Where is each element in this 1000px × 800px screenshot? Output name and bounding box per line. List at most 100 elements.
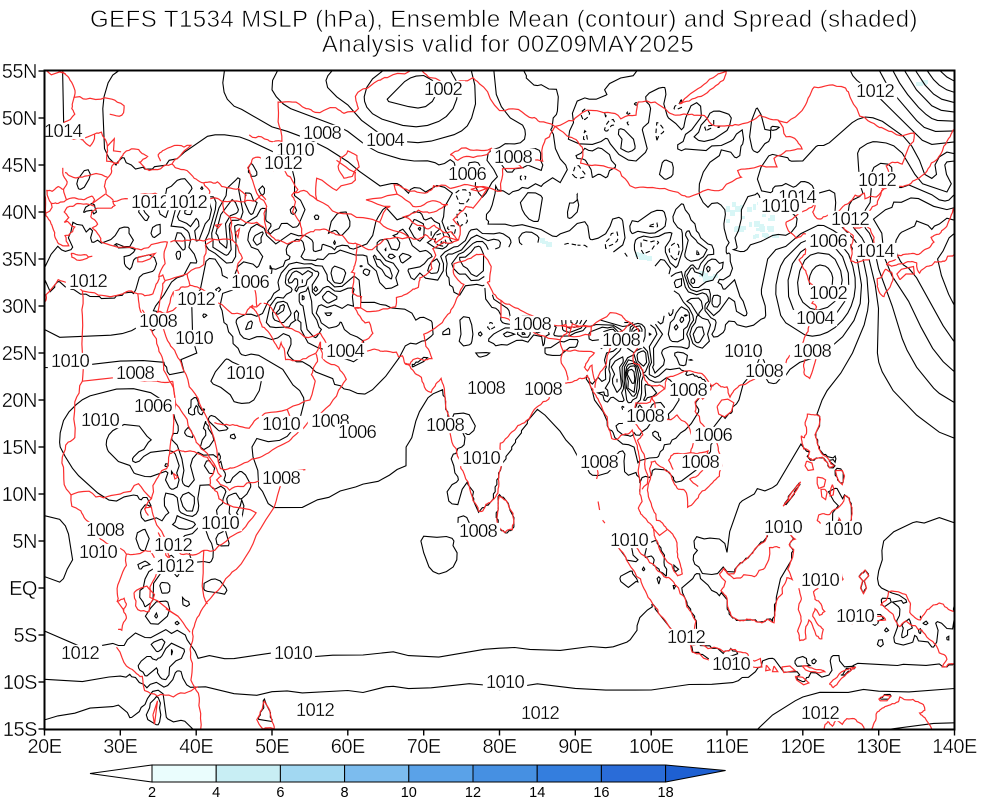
svg-text:14: 14: [529, 785, 545, 800]
svg-text:5S: 5S: [14, 625, 38, 647]
svg-text:1008: 1008: [116, 362, 154, 383]
svg-text:1008: 1008: [467, 377, 505, 398]
svg-text:16: 16: [593, 785, 609, 800]
svg-text:30E: 30E: [103, 736, 137, 758]
svg-text:1004: 1004: [326, 340, 364, 361]
svg-text:1010: 1010: [724, 340, 762, 361]
svg-text:1008: 1008: [626, 405, 664, 426]
svg-text:1012: 1012: [521, 702, 559, 723]
svg-text:EQ: EQ: [9, 578, 37, 600]
svg-text:5N: 5N: [12, 531, 37, 553]
svg-text:1010: 1010: [836, 605, 874, 626]
svg-text:18: 18: [658, 785, 674, 800]
svg-text:15N: 15N: [2, 437, 37, 459]
svg-text:1012: 1012: [831, 208, 869, 229]
svg-text:GEFS T1534 MSLP (hPa), Ensembl: GEFS T1534 MSLP (hPa), Ensemble Mean (co…: [90, 6, 918, 33]
svg-text:10: 10: [401, 785, 417, 800]
svg-text:12: 12: [465, 785, 481, 800]
svg-text:130E: 130E: [856, 736, 901, 758]
svg-text:1008: 1008: [139, 310, 177, 331]
svg-text:1006: 1006: [134, 395, 172, 416]
svg-text:90E: 90E: [558, 736, 592, 758]
svg-text:1008: 1008: [681, 451, 719, 472]
svg-text:1010: 1010: [201, 512, 239, 533]
svg-text:1004: 1004: [366, 129, 404, 150]
svg-text:1012: 1012: [296, 699, 334, 720]
svg-text:1010: 1010: [276, 139, 314, 160]
svg-text:35N: 35N: [2, 249, 37, 271]
svg-text:1010: 1010: [712, 653, 750, 674]
svg-text:1012: 1012: [856, 80, 894, 101]
svg-text:1010: 1010: [226, 362, 264, 383]
svg-text:20E: 20E: [27, 736, 61, 758]
svg-text:1004: 1004: [796, 307, 834, 328]
svg-text:1006: 1006: [338, 421, 376, 442]
svg-text:1008: 1008: [602, 329, 640, 350]
svg-text:1010: 1010: [801, 569, 839, 590]
svg-text:8: 8: [341, 785, 349, 800]
svg-text:1010: 1010: [761, 195, 799, 216]
svg-text:1008: 1008: [86, 519, 124, 540]
svg-text:1008: 1008: [580, 451, 618, 472]
svg-text:1014: 1014: [44, 120, 82, 141]
svg-text:1010: 1010: [79, 541, 117, 562]
svg-text:1010: 1010: [81, 409, 119, 430]
svg-text:1012: 1012: [61, 642, 99, 663]
svg-text:1006: 1006: [694, 424, 732, 445]
svg-text:1012: 1012: [154, 534, 192, 555]
svg-text:1012: 1012: [801, 702, 839, 723]
svg-text:20N: 20N: [2, 390, 37, 412]
svg-text:1002: 1002: [809, 282, 847, 303]
svg-text:1012: 1012: [156, 555, 194, 576]
svg-text:1008: 1008: [262, 467, 300, 488]
svg-text:120E: 120E: [780, 736, 825, 758]
svg-text:1008: 1008: [513, 313, 551, 334]
svg-text:1010: 1010: [51, 350, 89, 371]
svg-text:1014: 1014: [856, 240, 894, 261]
svg-text:40E: 40E: [179, 736, 213, 758]
svg-text:1008: 1008: [669, 379, 707, 400]
svg-text:1010: 1010: [764, 516, 802, 537]
svg-text:1008: 1008: [494, 146, 532, 167]
svg-text:10S: 10S: [3, 672, 37, 694]
svg-text:1012: 1012: [667, 626, 705, 647]
svg-text:60E: 60E: [331, 736, 365, 758]
svg-text:140E: 140E: [932, 736, 977, 758]
svg-text:15S: 15S: [3, 719, 37, 741]
svg-text:1006: 1006: [448, 163, 486, 184]
svg-text:25N: 25N: [2, 343, 37, 365]
svg-text:6: 6: [276, 785, 284, 800]
svg-text:1008: 1008: [793, 340, 831, 361]
svg-text:80E: 80E: [482, 736, 516, 758]
svg-text:1012: 1012: [69, 270, 107, 291]
svg-text:4: 4: [212, 785, 220, 800]
svg-text:30N: 30N: [2, 296, 37, 318]
svg-text:1010: 1010: [274, 642, 312, 663]
svg-text:110E: 110E: [705, 736, 748, 758]
svg-text:1010: 1010: [175, 327, 213, 348]
svg-text:1006: 1006: [231, 271, 269, 292]
svg-text:40N: 40N: [2, 202, 37, 224]
svg-text:1008: 1008: [303, 122, 341, 143]
svg-text:1008: 1008: [524, 378, 562, 399]
svg-text:1010: 1010: [610, 529, 648, 550]
svg-text:50E: 50E: [255, 736, 289, 758]
svg-text:55N: 55N: [2, 61, 37, 83]
svg-text:100E: 100E: [629, 736, 674, 758]
svg-text:10N: 10N: [2, 484, 37, 506]
svg-text:1012: 1012: [131, 191, 169, 212]
svg-text:1010: 1010: [262, 413, 300, 434]
svg-text:1008: 1008: [426, 414, 464, 435]
svg-text:1012: 1012: [264, 152, 302, 173]
svg-text:1008: 1008: [745, 360, 783, 381]
svg-text:2: 2: [148, 785, 156, 800]
svg-text:1010: 1010: [486, 671, 524, 692]
svg-text:1012: 1012: [177, 288, 215, 309]
svg-text:1002: 1002: [424, 78, 462, 99]
svg-text:1012: 1012: [858, 169, 896, 190]
svg-text:1008: 1008: [459, 520, 497, 541]
svg-text:1010: 1010: [824, 518, 862, 539]
svg-text:1010: 1010: [462, 447, 500, 468]
svg-text:1012: 1012: [169, 191, 207, 212]
svg-text:Analysis valid for 00Z09MAY202: Analysis valid for 00Z09MAY2025: [322, 31, 694, 58]
